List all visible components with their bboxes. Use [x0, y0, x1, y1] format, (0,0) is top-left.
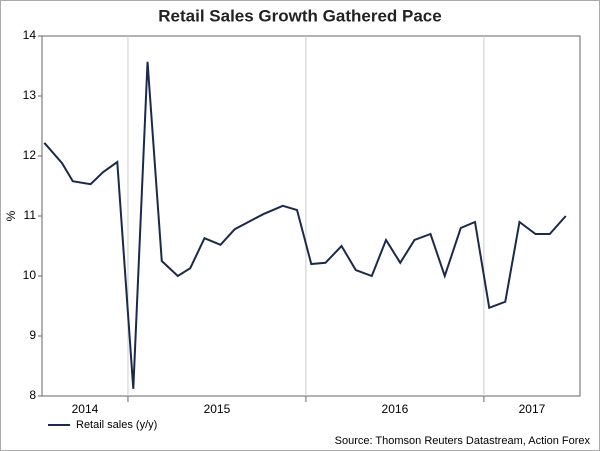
x-tick-label: 2015: [204, 402, 231, 416]
source: Source: Thomson Reuters Datastream, Acti…: [335, 435, 591, 447]
y-tick-label: 10: [23, 268, 37, 282]
chart-title: Retail Sales Growth Gathered Pace: [158, 6, 441, 25]
y-axis-label: %: [4, 210, 18, 221]
y-tick-label: 13: [23, 88, 37, 102]
legend-label: Retail sales (y/y): [76, 419, 157, 431]
x-tick-label: 2017: [519, 402, 546, 416]
y-tick-label: 9: [29, 328, 36, 342]
x-tick-label: 2016: [382, 402, 409, 416]
y-tick-label: 8: [29, 388, 36, 402]
y-tick-label: 11: [24, 208, 37, 222]
y-tick-label: 14: [23, 28, 37, 42]
line-series: [43, 61, 567, 389]
y-tick-label: 12: [23, 148, 37, 162]
x-tick-label: 2014: [72, 402, 99, 416]
